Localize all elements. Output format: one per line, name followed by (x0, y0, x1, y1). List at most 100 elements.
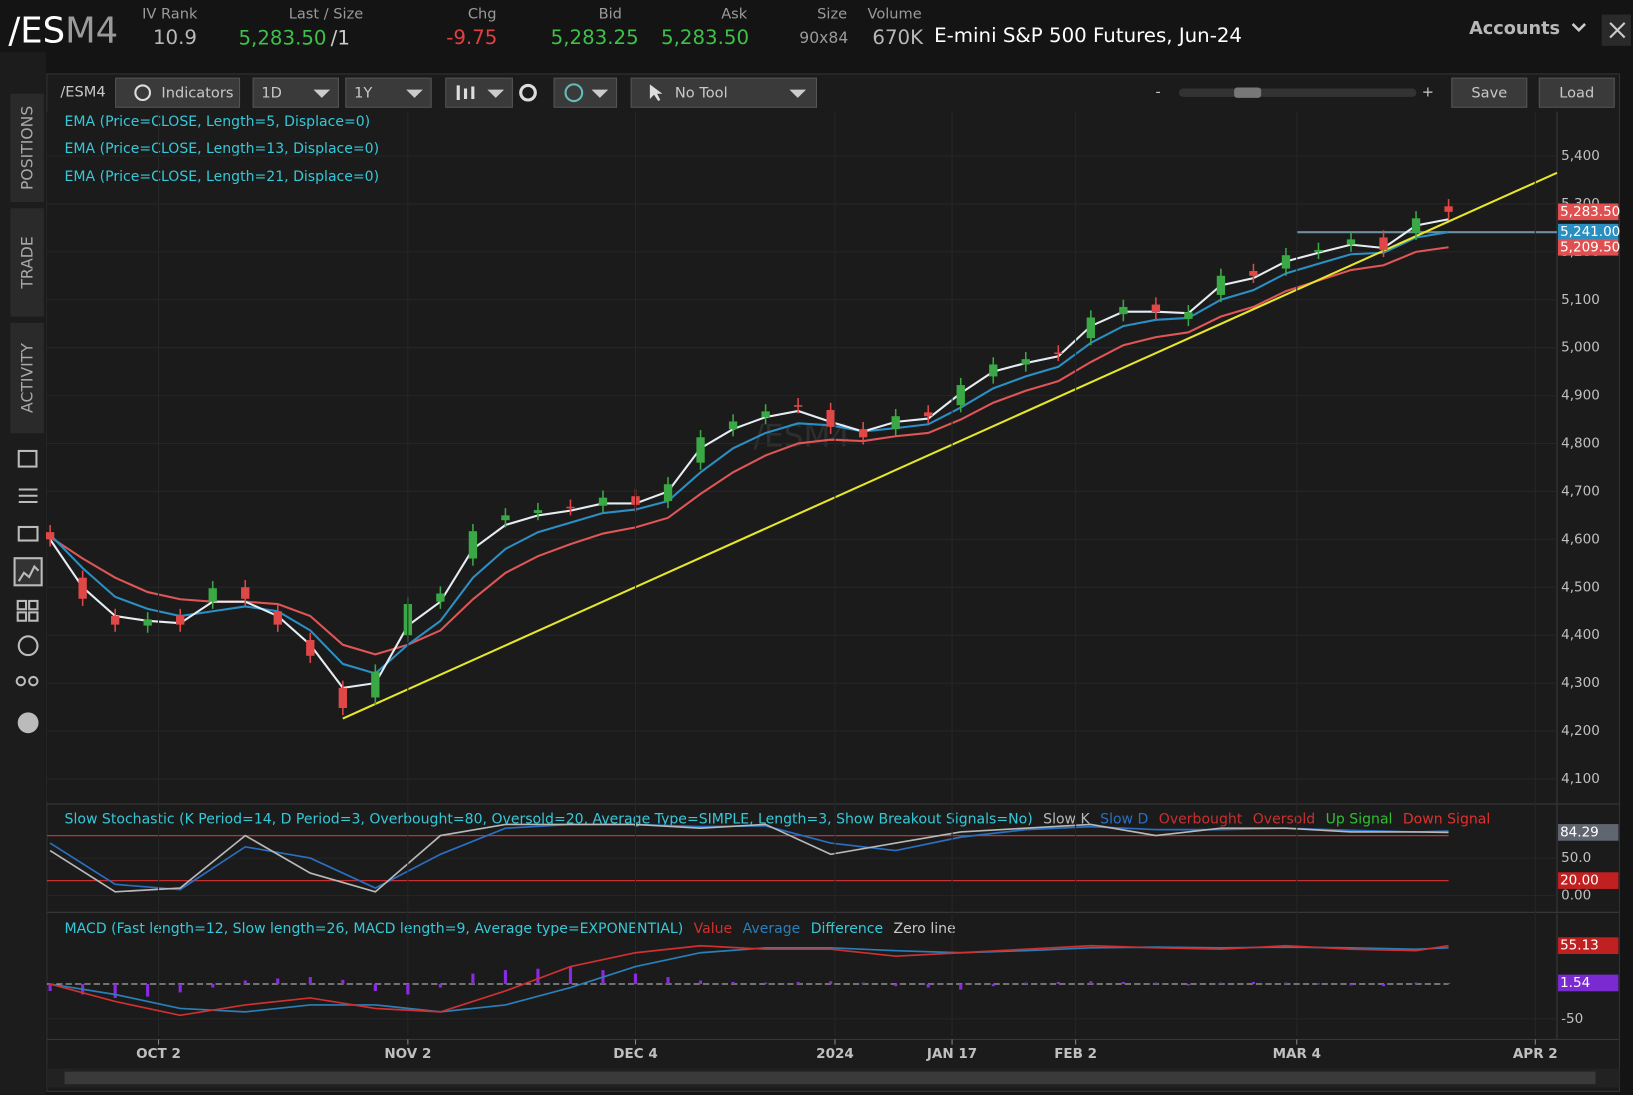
difference-bar (861, 982, 865, 985)
zoom-track[interactable] (1178, 88, 1417, 97)
accounts-chevron[interactable] (1571, 23, 1587, 33)
candle-body (696, 437, 705, 463)
legend-item: Value (694, 921, 733, 937)
load-button[interactable] (1538, 77, 1615, 108)
bid: 5,283.25 (551, 26, 639, 49)
difference-bar (568, 966, 573, 985)
difference-bar (243, 980, 247, 985)
legend-item: Slow D (1100, 812, 1148, 828)
difference-bar (406, 984, 410, 995)
description: E-mini S&P 500 Futures, Jun-24 (934, 24, 1242, 47)
x-tick-label: 2024 (816, 1046, 854, 1062)
y-tick-label: 4,400 (1561, 627, 1600, 643)
candle-body (1314, 249, 1323, 252)
ema-line (49, 246, 1449, 656)
x-tick-label: DEC 4 (613, 1046, 657, 1062)
candle-body (110, 616, 120, 625)
difference-bar (48, 984, 52, 991)
candle-body (436, 593, 445, 602)
accounts-menu[interactable]: Accounts (1469, 19, 1560, 39)
y-tick-label: 0.00 (1561, 888, 1591, 904)
price-badge-label: 5,283.50 (1560, 204, 1620, 220)
study-title: Slow Stochastic (K Period=14, D Period=3… (65, 812, 1033, 828)
last-size: /1 (331, 26, 350, 49)
indicators-label[interactable]: Indicators (161, 85, 233, 102)
candle-body (45, 532, 55, 540)
save-label[interactable]: Save (1471, 85, 1507, 102)
chart-style-select[interactable] (445, 77, 513, 108)
tab-bg[interactable] (10, 322, 44, 434)
y-tick-label: 4,700 (1561, 483, 1600, 499)
drawing-tool-label[interactable]: No Tool (675, 85, 728, 102)
candle-body (371, 671, 380, 698)
y-tick-label: 4,600 (1561, 531, 1600, 547)
drawing-tool-select[interactable] (630, 77, 818, 108)
difference-bar (1251, 981, 1255, 985)
price-badge (1558, 203, 1619, 221)
last-label: Last / Size (289, 6, 364, 23)
load-label[interactable]: Load (1559, 85, 1594, 102)
candle-body (1184, 312, 1193, 319)
price-badge-label: 55.13 (1560, 938, 1599, 954)
candle-body (891, 416, 900, 430)
difference-bar (1154, 982, 1158, 985)
difference-bar (1414, 982, 1418, 985)
difference-bar (991, 984, 995, 987)
volume-label: Volume (867, 6, 921, 23)
zoom-in[interactable]: + (1422, 84, 1434, 101)
stochastic-legend: Slow Stochastic (K Period=14, D Period=3… (65, 812, 1491, 828)
range-label[interactable]: 1Y (354, 85, 372, 102)
x-tick-label: JAN 17 (926, 1046, 977, 1062)
x-tick-label: OCT 2 (136, 1046, 181, 1062)
candle-body (1021, 359, 1030, 365)
difference-bar (146, 984, 150, 997)
chg-label: Chg (468, 6, 497, 23)
candle-body (859, 429, 868, 438)
drawing-set-select[interactable] (553, 77, 618, 108)
toolbar-symbol[interactable]: /ESM4 (60, 84, 105, 101)
size-label: Size (817, 6, 847, 23)
candle-body (241, 587, 250, 599)
price-badge (1558, 238, 1619, 256)
zoom-out[interactable]: - (1155, 84, 1160, 101)
difference-bar (211, 984, 215, 988)
difference-bar (341, 979, 345, 985)
study-title: MACD (Fast length=12, Slow length=26, MA… (65, 921, 684, 937)
candle-body (1086, 317, 1095, 339)
gear-icon (134, 84, 152, 102)
save-button[interactable] (1451, 77, 1528, 108)
difference-bar (1284, 982, 1288, 985)
tab-bg[interactable] (10, 93, 44, 203)
sidebar-tab[interactable]: ACTIVITY (19, 343, 37, 413)
y-tick-label: 4,100 (1561, 771, 1600, 787)
y-tick-label: 4,200 (1561, 723, 1600, 739)
candle-body (826, 409, 835, 427)
sidebar-icons[interactable] (13, 449, 43, 734)
zoom-thumb[interactable] (1234, 87, 1262, 98)
price-badge (1558, 974, 1619, 992)
size: 90x84 (799, 29, 848, 47)
tab-bg[interactable] (10, 208, 44, 317)
candle-body (78, 577, 87, 599)
aggregation-label[interactable]: 1D (261, 85, 282, 102)
expand-icon[interactable] (1609, 22, 1626, 39)
candle-body (1346, 239, 1356, 245)
scroll-thumb[interactable] (64, 1071, 1596, 1085)
x-tick-label: NOV 2 (384, 1046, 431, 1062)
ask-label: Ask (721, 6, 748, 23)
candle-body (1249, 271, 1258, 276)
candle-body (208, 588, 217, 602)
ask: 5,283.50 (661, 26, 749, 49)
ema-legend: EMA (Price=CLOSE, Length=13, Displace=0) (65, 141, 380, 157)
price-badge-label: 84.29 (1560, 824, 1599, 840)
candle-body (663, 484, 673, 502)
legend-item: Difference (811, 921, 883, 937)
difference-bar (1056, 981, 1060, 985)
sidebar-tab[interactable]: TRADE (19, 236, 37, 289)
settings-icon[interactable] (519, 83, 537, 102)
difference-bar (178, 984, 182, 993)
drawing-icon (564, 83, 584, 103)
difference-bar (829, 981, 833, 985)
sidebar-tab[interactable]: POSITIONS (19, 106, 37, 190)
difference-bar (894, 984, 898, 987)
